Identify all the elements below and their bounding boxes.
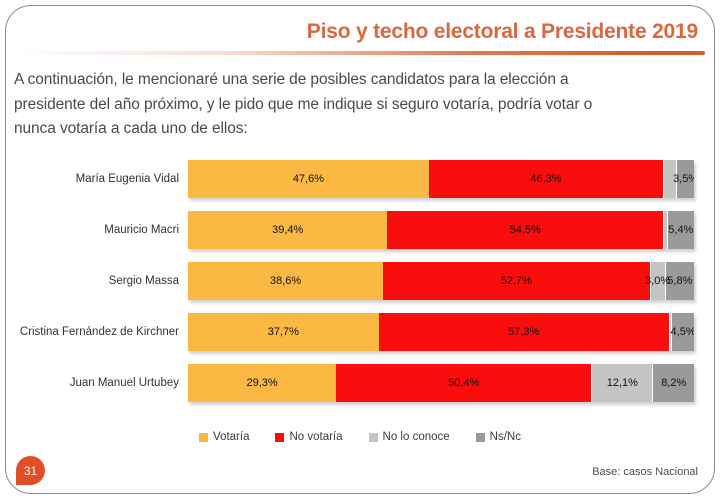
legend-label: No votaría [289, 431, 343, 443]
ns-nc-swatch-icon [475, 432, 485, 442]
chart-row: Mauricio Macri 39,4% 54,5% 5,4% [10, 211, 694, 249]
candidate-label: Sergio Massa [108, 275, 179, 287]
chart-row: Cristina Fernández de Kirchner 37,7% 57,3%… [10, 313, 694, 351]
bar-segment-ns-nc: 4,5% [671, 313, 694, 351]
segment-value-label: 38,6% [269, 275, 302, 287]
intro-paragraph: A continuación, le mencionaré una serie … [14, 71, 593, 137]
chart-row: Sergio Massa 38,6% 52,7% 3,0% 5,8% [10, 262, 694, 300]
segment-value-label: 37,7% [267, 326, 299, 338]
base-note: Base: casos Nacional [592, 466, 698, 478]
segment-value-label: 8,2% [661, 377, 687, 389]
segment-value-label: 46,3% [530, 173, 562, 185]
stacked-bar-chart: María Eugenia Vidal 47,6% 46,3% 3,5% Maurici… [10, 160, 694, 415]
bar-track: 39,4% 54,5% 5,4% [188, 211, 694, 249]
no-lo-conoce-swatch-icon [368, 432, 378, 442]
segment-value-label: 5,4% [668, 224, 694, 236]
segment-value-label: 54,5% [509, 224, 541, 236]
legend-item-votaria: Votaría [199, 431, 249, 443]
bar-track: 29,3% 50,4% 12,1% 8,2% [188, 364, 694, 402]
bar-segment-votaria: 37,7% [188, 313, 379, 351]
segment-value-label: 57,3% [508, 326, 540, 338]
bar-track: 38,6% 52,7% 3,0% 5,8% [188, 262, 694, 300]
chart-row: María Eugenia Vidal 47,6% 46,3% 3,5% [10, 160, 694, 198]
bar-segment-ns-nc: 8,2% [652, 364, 694, 402]
page-title: Piso y techo electoral a Presidente 2019 [306, 20, 698, 43]
bar-segment-no-votaria: 57,3% [378, 313, 669, 351]
bar-segment-votaria: 47,6% [188, 160, 429, 198]
bar-segment-votaria: 29,3% [188, 364, 337, 402]
bar-segment-no-votaria: 52,7% [383, 262, 650, 300]
page-number-badge: 31 [16, 456, 45, 485]
bar-segment-no-lo-conoce: 3,0% [645, 262, 670, 300]
bar-segment-no-lo-conoce: 12,1% [591, 364, 653, 402]
bar-segment-no-votaria: 54,5% [387, 211, 664, 249]
candidate-label: Cristina Fernández de Kirchner [19, 326, 179, 338]
bar-segment-no-lo-conoce [668, 313, 672, 351]
segment-value-label: 3,5% [673, 173, 694, 185]
chart-legend: Votaría No votaría No lo conoce Ns/Nc [0, 431, 720, 443]
segment-value-label: 4,5% [670, 326, 694, 338]
no-votaria-swatch-icon [275, 432, 285, 442]
chart-rows: María Eugenia Vidal 47,6% 46,3% 3,5% Maurici… [10, 160, 694, 402]
candidate-label: Mauricio Macri [104, 224, 179, 236]
candidate-label: Juan Manuel Urtubey [69, 377, 179, 389]
bar-track: 37,7% 57,3% 4,5% [188, 313, 694, 351]
legend-item-no-lo-conoce: No lo conoce [368, 431, 450, 443]
bar-segment-no-votaria: 46,3% [428, 160, 664, 198]
legend-item-ns-nc: Ns/Nc [475, 431, 521, 443]
bar-segment-votaria: 38,6% [188, 262, 384, 300]
bar-segment-no-lo-conoce [663, 211, 667, 249]
bar-segment-ns-nc: 5,4% [666, 211, 694, 249]
segment-value-label: 50,4% [448, 377, 480, 389]
page-number: 31 [23, 463, 38, 478]
legend-item-no-votaria: No votaría [275, 431, 343, 443]
legend-label: Ns/Nc [489, 431, 521, 443]
candidate-label: María Eugenia Vidal [75, 173, 179, 185]
segment-value-label: 5,8% [667, 275, 693, 287]
segment-value-label: 52,7% [500, 275, 532, 287]
legend-label: Votaría [213, 431, 250, 443]
segment-value-label: 29,3% [246, 377, 278, 389]
title-underline [14, 51, 705, 55]
bar-segment-no-votaria: 50,4% [336, 364, 592, 402]
segment-value-label: 12,1% [606, 377, 638, 389]
bar-segment-ns-nc: 5,8% [664, 262, 694, 300]
legend-label: No lo conoce [382, 431, 450, 443]
segment-value-label: 3,0% [645, 275, 671, 287]
votaria-swatch-icon [199, 432, 209, 442]
bar-segment-no-lo-conoce [663, 160, 677, 198]
bar-segment-ns-nc: 3,5% [673, 160, 694, 198]
segment-value-label: 47,6% [292, 173, 325, 185]
chart-row: Juan Manuel Urtubey 29,3% 50,4% 12,1% 8,2% [10, 364, 694, 402]
segment-value-label: 39,4% [272, 224, 304, 236]
bar-track: 47,6% 46,3% 3,5% [188, 160, 694, 198]
bar-segment-votaria: 39,4% [188, 211, 388, 249]
